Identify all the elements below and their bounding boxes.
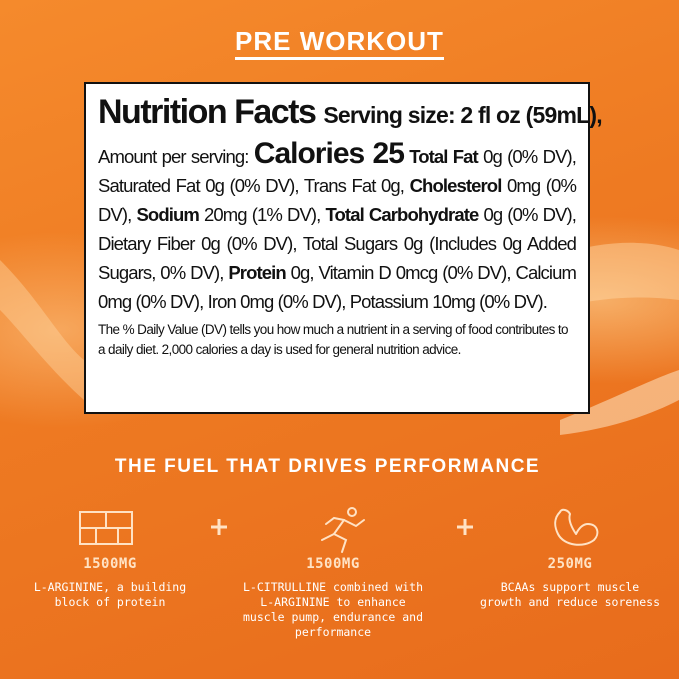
swirl (0, 260, 84, 400)
nutrient-name: Cholesterol (409, 175, 503, 196)
nutrient-value: 0g (0% DV), Dietary Fiber 0g (0% DV), To… (98, 204, 581, 283)
nutrition-body: Amount per serving: Calories 25 Total Fa… (98, 137, 577, 316)
icon-muscle (554, 508, 599, 546)
icon-bricks (79, 511, 133, 545)
nutrition-header: Nutrition Facts Serving size: 2 fl oz (5… (98, 92, 603, 135)
swirl (560, 370, 679, 435)
nutrient-name: Total Carbohydrate (325, 204, 480, 225)
nutrition-title: Nutrition Facts (98, 93, 317, 131)
title: PRE WORKOUT (0, 26, 679, 60)
feature-amount: 1500MG (306, 556, 360, 572)
calories: Calories 25 (253, 137, 405, 170)
feature-amount: 1500MG (83, 556, 137, 572)
feature: 1500MG L-CITRULLINE combined with L-ARGIN… (243, 556, 423, 640)
feature: 250MG BCAAs support muscle growth and red… (480, 556, 660, 610)
nutrient-value: 20mg (1% DV), (198, 204, 326, 225)
icon-runner (321, 507, 365, 553)
plus (457, 519, 473, 535)
feature: 1500MG L-ARGININE, a building block of pr… (20, 556, 200, 610)
tagline: THE FUEL THAT DRIVES PERFORMANCE (114, 456, 541, 477)
nutrient-value: 0mg (0% DV), (98, 175, 581, 225)
nutrient-value: 0g (0% DV), Saturated Fat 0g (0% DV), Tr… (98, 146, 581, 196)
nutrition-panel: Nutrition Facts Serving size: 2 fl oz (5… (84, 82, 603, 414)
nutrient-name: Sodium (136, 204, 199, 225)
footnote: The % Daily Value (DV) tells you how muc… (98, 322, 569, 357)
nutrient-name: Protein (228, 262, 286, 283)
feature-description: L-CITRULLINE combined with L-ARGININE to… (243, 580, 424, 639)
feature-amount: 250MG (547, 556, 593, 572)
plus (211, 519, 227, 535)
feature-description: BCAAs support muscle growth and reduce s… (480, 580, 661, 609)
serving-size: Serving size: 2 fl oz (59mL), (323, 102, 602, 128)
nutrient-name: Total Fat (403, 146, 479, 167)
amount-label: Amount per serving: (98, 146, 249, 167)
nutrient-value: 0g, Vitamin D 0mcg (0% DV), Calcium 0mg … (98, 262, 581, 312)
feature-description: L-ARGININE, a building block of protein (33, 580, 187, 609)
title-text: PRE WORKOUT (235, 26, 444, 60)
